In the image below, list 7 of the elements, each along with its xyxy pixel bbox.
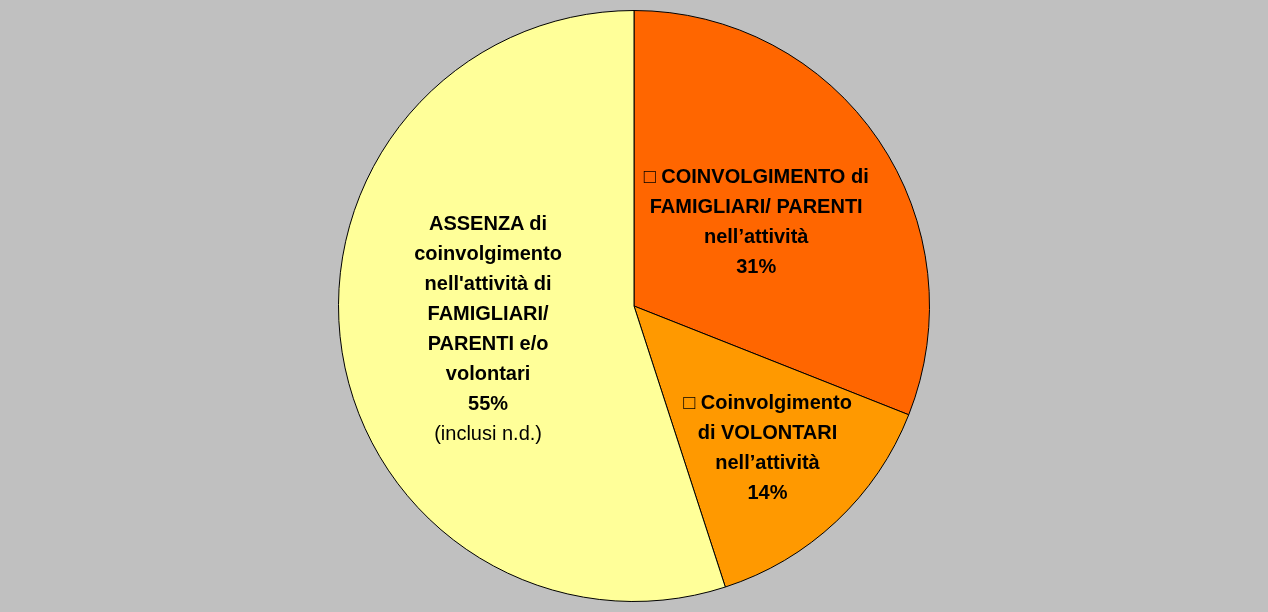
slice-label: □ COINVOLGIMENTO di FAMIGLIARI/ PARENTI nell’attività xyxy=(643,165,869,248)
data-label: 14% xyxy=(747,480,788,503)
text: (inclusi n.d.) xyxy=(434,421,542,444)
data-label: 55% xyxy=(468,391,509,414)
slice-label: □ Coinvolgimento di VOLONTARI nell’attività xyxy=(683,390,852,473)
data-label: 31% xyxy=(736,255,777,278)
slice-label: ASSENZA di coinvolgimento nell'attività di FAMIGLIARI/ PARENTI e/o volontari xyxy=(414,211,562,384)
